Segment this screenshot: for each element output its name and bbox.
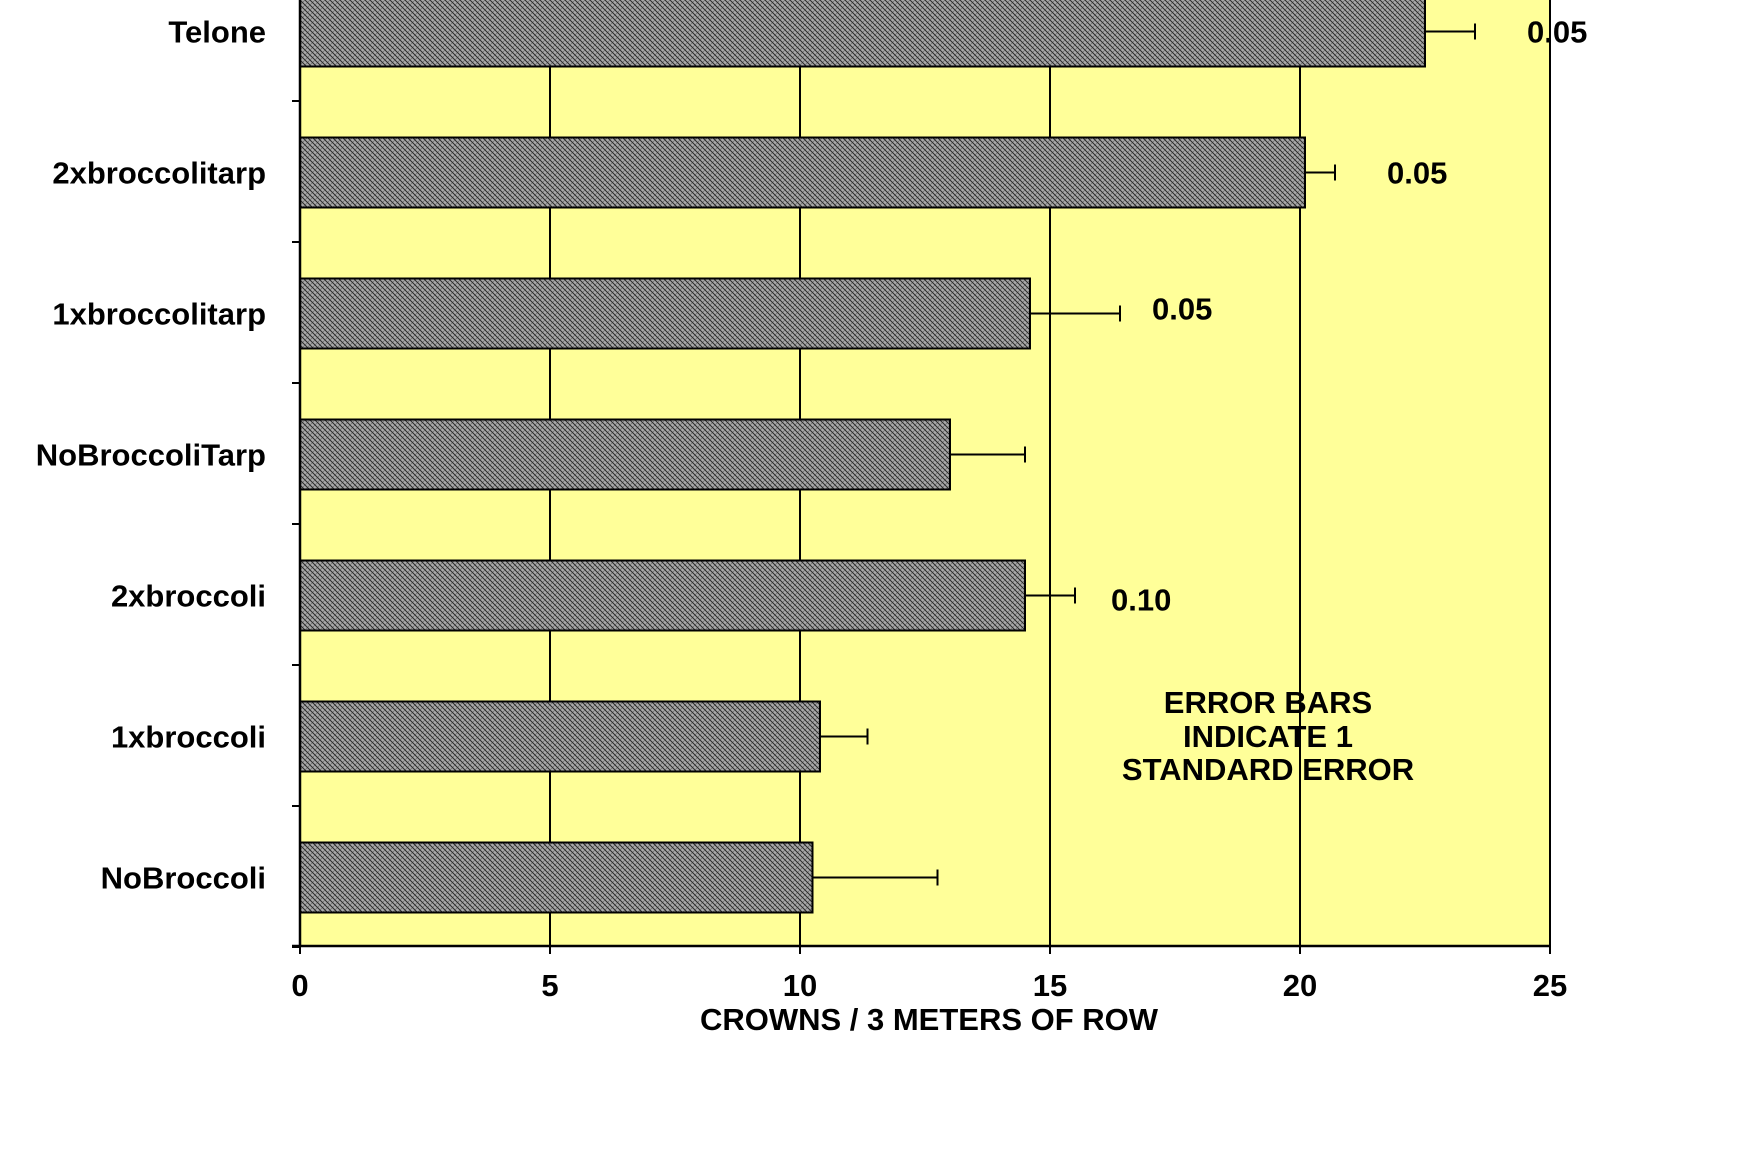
- x-axis-title: CROWNS / 3 METERS OF ROW: [700, 1002, 1159, 1037]
- category-label-6: NoBroccoli: [101, 861, 266, 896]
- x-tick-label-3: 15: [1033, 968, 1067, 1003]
- error-bar-2: [1030, 305, 1121, 322]
- category-label-2: 1xbroccolitarp: [52, 297, 266, 332]
- x-tick-label-0: 0: [291, 968, 308, 1003]
- bar-5: [299, 700, 821, 773]
- error-bar-3: [950, 446, 1026, 463]
- category-label-0: Telone: [168, 15, 266, 50]
- x-tick-label-4: 20: [1283, 968, 1317, 1003]
- error-bar-0: [1425, 23, 1476, 40]
- error-bar-1: [1305, 164, 1336, 181]
- bar-4: [299, 559, 1026, 632]
- category-label-5: 1xbroccoli: [111, 720, 266, 755]
- category-label-4: 2xbroccoli: [111, 579, 266, 614]
- bar-2: [299, 277, 1031, 350]
- bar-1: [299, 136, 1306, 209]
- error-bar-5: [820, 728, 869, 745]
- category-label-1: 2xbroccolitarp: [52, 156, 266, 191]
- bar-0: [299, 0, 1426, 68]
- significance-label-0: 0.05: [1527, 15, 1587, 50]
- x-tick-label-2: 10: [783, 968, 817, 1003]
- significance-label-2: 0.05: [1152, 292, 1212, 327]
- bar-3: [299, 418, 951, 491]
- axes: [292, 0, 1551, 954]
- category-label-3: NoBroccoliTarp: [36, 438, 266, 473]
- error-bar-6: [812, 869, 939, 886]
- annotation-line-3: STANDARD ERROR: [1122, 752, 1414, 787]
- x-tick-label-5: 25: [1533, 968, 1567, 1003]
- error-bar-4: [1025, 587, 1076, 604]
- labels: 0.05 Telone 0.05 2xbroccolitarp 0.05 1xbrocco…: [36, 15, 1588, 1004]
- annotation-line-1: ERROR BARS: [1164, 685, 1372, 720]
- x-tick-label-1: 5: [541, 968, 558, 1003]
- significance-label-1: 0.05: [1387, 156, 1447, 191]
- significance-label-4: 0.10: [1111, 583, 1171, 618]
- annotation-line-2: INDICATE 1: [1183, 719, 1353, 754]
- bar-6: [299, 841, 814, 914]
